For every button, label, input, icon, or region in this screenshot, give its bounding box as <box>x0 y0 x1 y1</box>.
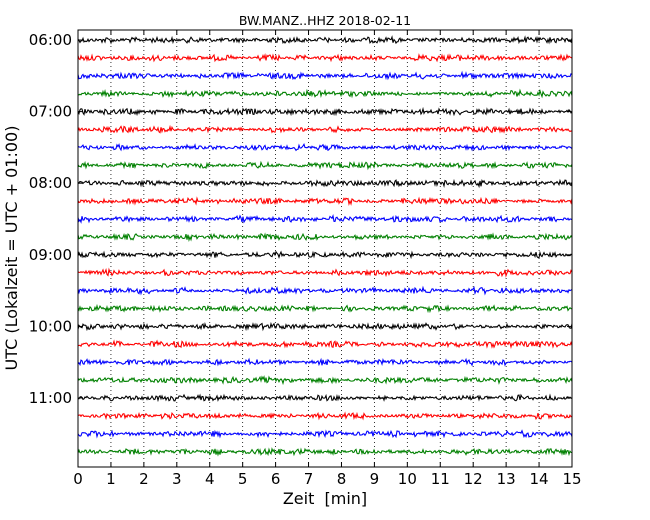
trace-row <box>77 393 573 403</box>
x-tick-label: 13 <box>497 470 516 488</box>
x-tick-label: 4 <box>205 470 215 488</box>
x-tick-label: 14 <box>530 470 549 488</box>
x-axis-ticks: 0 1 2 3 4 5 6 7 8 9 10 11 12 13 14 15 <box>73 30 582 488</box>
trace-row <box>77 250 573 260</box>
x-tick-label: 3 <box>172 470 182 488</box>
trace-row <box>77 160 573 171</box>
trace-row <box>77 447 573 457</box>
trace-row <box>77 232 573 242</box>
y-axis-ticks: 06:00 07:00 08:00 09:00 10:00 11:00 <box>29 31 572 407</box>
y-tick-label: 07:00 <box>29 103 72 121</box>
y-tick-label: 09:00 <box>29 246 72 264</box>
trace-row <box>77 178 573 189</box>
x-tick-label: 11 <box>431 470 450 488</box>
trace-row <box>77 70 573 81</box>
x-tick-label: 1 <box>106 470 116 488</box>
trace-row <box>77 106 573 117</box>
chart-title: BW.MANZ..HHZ 2018-02-11 <box>239 13 411 28</box>
x-tick-label: 2 <box>139 470 149 488</box>
trace-row <box>77 285 573 296</box>
x-tick-label: 0 <box>73 470 83 488</box>
trace-row <box>77 303 573 314</box>
y-tick-label: 10:00 <box>29 317 72 335</box>
trace-row <box>77 53 573 63</box>
trace-row <box>77 321 573 332</box>
trace-row <box>77 411 573 421</box>
trace-row <box>77 429 573 439</box>
grid-lines <box>110 30 540 467</box>
x-axis-label: Zeit [min] <box>283 489 367 508</box>
trace-row <box>77 196 573 207</box>
trace-row <box>77 142 573 152</box>
trace-row <box>77 357 573 367</box>
trace-row <box>77 375 573 386</box>
trace-row <box>77 124 573 134</box>
x-tick-label: 7 <box>304 470 314 488</box>
y-tick-label: 11:00 <box>29 389 72 407</box>
x-tick-label: 8 <box>337 470 347 488</box>
x-tick-label: 6 <box>271 470 281 488</box>
trace-rows <box>77 35 573 457</box>
y-axis-label: UTC (Lokalzeit = UTC + 01:00) <box>2 126 21 371</box>
plot-frame <box>77 29 573 468</box>
x-tick-label: 12 <box>464 470 483 488</box>
trace-row <box>77 35 573 45</box>
trace-row <box>77 267 573 278</box>
x-tick-label: 5 <box>238 470 248 488</box>
y-tick-label: 06:00 <box>29 31 72 49</box>
x-tick-label: 15 <box>562 470 581 488</box>
trace-row <box>77 339 573 349</box>
trace-row <box>77 88 573 99</box>
y-tick-label: 08:00 <box>29 174 72 192</box>
x-tick-label: 10 <box>398 470 417 488</box>
trace-row <box>77 214 573 224</box>
x-tick-label: 9 <box>370 470 380 488</box>
